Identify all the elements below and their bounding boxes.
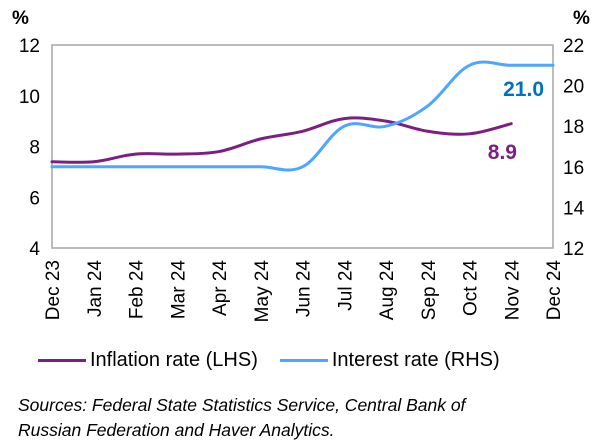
x-tick-label: Jul 24: [335, 260, 356, 311]
x-tick-label: Aug 24: [377, 260, 398, 321]
right-tick-label: 20: [563, 77, 584, 98]
inflation-end-label: 8.9: [488, 141, 517, 164]
x-tick-label: Dec 24: [544, 260, 565, 321]
x-tick-label: Feb 24: [127, 260, 148, 320]
right-tick-label: 18: [563, 117, 584, 138]
sources-line-2: Russian Federation and Haver Analytics.: [18, 420, 335, 440]
left-tick-label: 8: [29, 138, 40, 159]
right-tick-label: 14: [563, 198, 585, 219]
legend-item-inflation: Inflation rate (LHS): [38, 349, 258, 372]
interest-end-label: 21.0: [503, 78, 544, 101]
x-tick-label: May 24: [252, 260, 273, 323]
legend: Inflation rate (LHS) Interest rate (RHS): [38, 349, 522, 372]
interest-rate-line: [50, 60, 555, 172]
inflation-rate-line: [50, 116, 513, 164]
sources-note: Sources: Federal State Statistics Servic…: [18, 393, 598, 443]
left-axis-unit: %: [12, 8, 29, 29]
x-tick-label: Jun 24: [294, 260, 315, 317]
data-labels: 8.9 21.0: [488, 78, 544, 164]
x-tick-label: Dec 23: [43, 260, 64, 320]
legend-label-inflation: Inflation rate (LHS): [90, 349, 258, 371]
sources-line-1: Sources: Federal State Statistics Servic…: [18, 395, 466, 415]
left-tick-label: 6: [29, 188, 40, 209]
legend-label-interest: Interest rate (RHS): [331, 349, 500, 371]
left-tick-label: 10: [19, 87, 40, 108]
right-tick-label: 22: [563, 36, 584, 57]
legend-item-interest: Interest rate (RHS): [279, 349, 500, 372]
right-tick-label: 16: [563, 158, 584, 179]
x-tick-label: Sep 24: [419, 260, 440, 321]
plot-area: [51, 44, 554, 249]
line-chart: 4 6 8 10 12% 12 14 16 18 20 22% Dec 23 Jan 24 Feb 2…: [12, 8, 590, 323]
right-axis-unit: %: [573, 8, 590, 29]
legend-swatch-inflation: [38, 359, 86, 362]
x-tick-label: Oct 24: [461, 260, 482, 316]
series-group: [50, 60, 555, 172]
right-tick-label: 12: [563, 239, 584, 260]
x-tick-label: Apr 24: [210, 260, 231, 316]
legend-swatch-interest: [279, 359, 328, 362]
x-tick-label: Nov 24: [502, 260, 523, 321]
x-tick-label: Jan 24: [85, 260, 106, 317]
x-axis: Dec 23 Jan 24 Feb 24 Mar 24 Apr 24 May 24 Jun …: [43, 260, 565, 323]
left-axis: 4 6 8 10 12%: [12, 8, 40, 260]
left-tick-label: 4: [29, 239, 40, 260]
left-tick-label: 12: [19, 36, 40, 57]
x-tick-label: Mar 24: [168, 260, 189, 320]
right-axis: 12 14 16 18 20 22%: [563, 8, 590, 260]
